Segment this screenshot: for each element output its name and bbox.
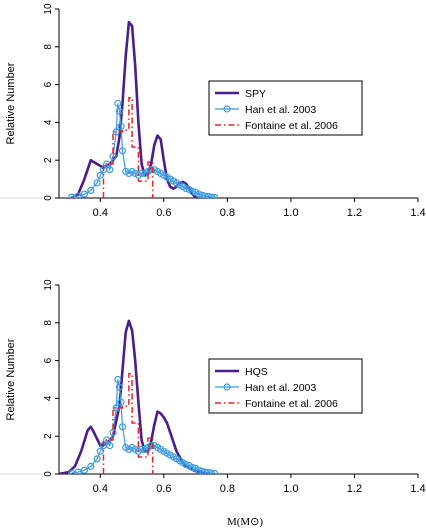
series-point bbox=[80, 190, 89, 198]
legend-label: HQS bbox=[245, 366, 268, 378]
series-line-3 bbox=[102, 97, 154, 198]
y-tick-label: 2 bbox=[43, 433, 54, 439]
series-point bbox=[207, 469, 216, 474]
x-tick-label: 0.8 bbox=[220, 207, 235, 219]
legend: SPY Han et al. 2003 Fontaine et al. 2006 bbox=[208, 80, 363, 136]
y-tick-label: 8 bbox=[43, 44, 54, 50]
plot-area bbox=[68, 20, 219, 198]
y-tick-label: 0 bbox=[43, 195, 54, 201]
series-point bbox=[103, 160, 111, 168]
x-tick-label: 1.0 bbox=[283, 483, 298, 495]
legend-label: Han et al. 2003 bbox=[245, 382, 316, 394]
series-point bbox=[74, 468, 82, 474]
legend-marker bbox=[223, 383, 231, 391]
y-tick-label: 8 bbox=[43, 320, 54, 326]
x-axis-label: M(M⊙) bbox=[227, 516, 263, 528]
x-tick-label: 0.4 bbox=[93, 207, 108, 219]
series-point bbox=[87, 462, 95, 470]
series-point bbox=[211, 469, 219, 474]
y-tick-label: 10 bbox=[43, 279, 54, 291]
legend-label: Han et al. 2003 bbox=[245, 104, 316, 116]
legend-box bbox=[208, 80, 363, 136]
series-line-2 bbox=[71, 379, 215, 474]
series-point bbox=[182, 461, 190, 469]
y-axis-label: Relative Number bbox=[5, 338, 17, 420]
series-point bbox=[117, 398, 125, 406]
series-point bbox=[93, 179, 101, 187]
y-tick-label: 2 bbox=[43, 157, 54, 163]
series-point bbox=[182, 185, 190, 193]
series-point bbox=[138, 169, 146, 177]
series-point bbox=[74, 192, 82, 198]
series-point bbox=[117, 122, 125, 130]
series-line-2 bbox=[71, 103, 215, 198]
series-point bbox=[118, 147, 127, 155]
y-tick-label: 10 bbox=[43, 3, 54, 15]
series-point bbox=[106, 166, 114, 174]
plot-area bbox=[59, 319, 219, 474]
x-tick-label: 0.6 bbox=[156, 207, 171, 219]
legend-label: Fontaine et al. 2006 bbox=[245, 398, 338, 410]
x-tick-label: 1.2 bbox=[347, 483, 362, 495]
series-point bbox=[188, 187, 196, 195]
series-point bbox=[115, 107, 124, 115]
x-tick-label: 0.4 bbox=[93, 483, 108, 495]
y-tick-label: 0 bbox=[43, 471, 54, 477]
series-point bbox=[138, 445, 146, 453]
series-line-1 bbox=[59, 319, 209, 474]
y-tick-label: 6 bbox=[43, 81, 54, 87]
series-point bbox=[195, 190, 203, 198]
series-point bbox=[87, 186, 95, 194]
series-line-3 bbox=[102, 373, 154, 474]
series-point bbox=[80, 466, 89, 474]
legend: HQS Han et al. 2003 Fontaine et al. 2006 bbox=[208, 358, 363, 414]
x-tick-label: 1.4 bbox=[410, 483, 425, 495]
series-point bbox=[211, 193, 219, 198]
series-point bbox=[195, 466, 203, 474]
series-point bbox=[106, 442, 114, 450]
chart-panel-2: 0 2 4 6 8 10 0.4 0.6 0.8 1.0 1.2 1.4 Relative Number… bbox=[0, 279, 426, 528]
legend-box bbox=[208, 358, 363, 414]
y-tick-label: 4 bbox=[43, 395, 54, 401]
legend-label: Fontaine et al. 2006 bbox=[245, 120, 338, 132]
x-tick-label: 0.6 bbox=[156, 483, 171, 495]
series-point bbox=[207, 193, 216, 198]
series-point bbox=[118, 423, 127, 431]
series-point bbox=[103, 436, 111, 444]
y-tick-label: 4 bbox=[43, 119, 54, 125]
legend-marker bbox=[223, 105, 231, 113]
chart-panel-1: 0 2 4 6 8 10 0.4 0.6 0.8 1.0 1.2 1.4 Relative Number… bbox=[0, 3, 426, 219]
series-point bbox=[114, 375, 122, 384]
x-tick-label: 0.8 bbox=[220, 483, 235, 495]
x-tick-label: 1.2 bbox=[347, 207, 362, 219]
series-point bbox=[93, 455, 101, 463]
x-tick-label: 1.0 bbox=[283, 207, 298, 219]
x-tick-label: 1.4 bbox=[410, 207, 425, 219]
y-axis-label: Relative Number bbox=[5, 62, 17, 144]
y-tick-label: 6 bbox=[43, 357, 54, 363]
series-point bbox=[115, 383, 124, 391]
series-point bbox=[188, 463, 196, 471]
legend-label: SPY bbox=[245, 88, 266, 100]
series-point bbox=[114, 99, 122, 108]
